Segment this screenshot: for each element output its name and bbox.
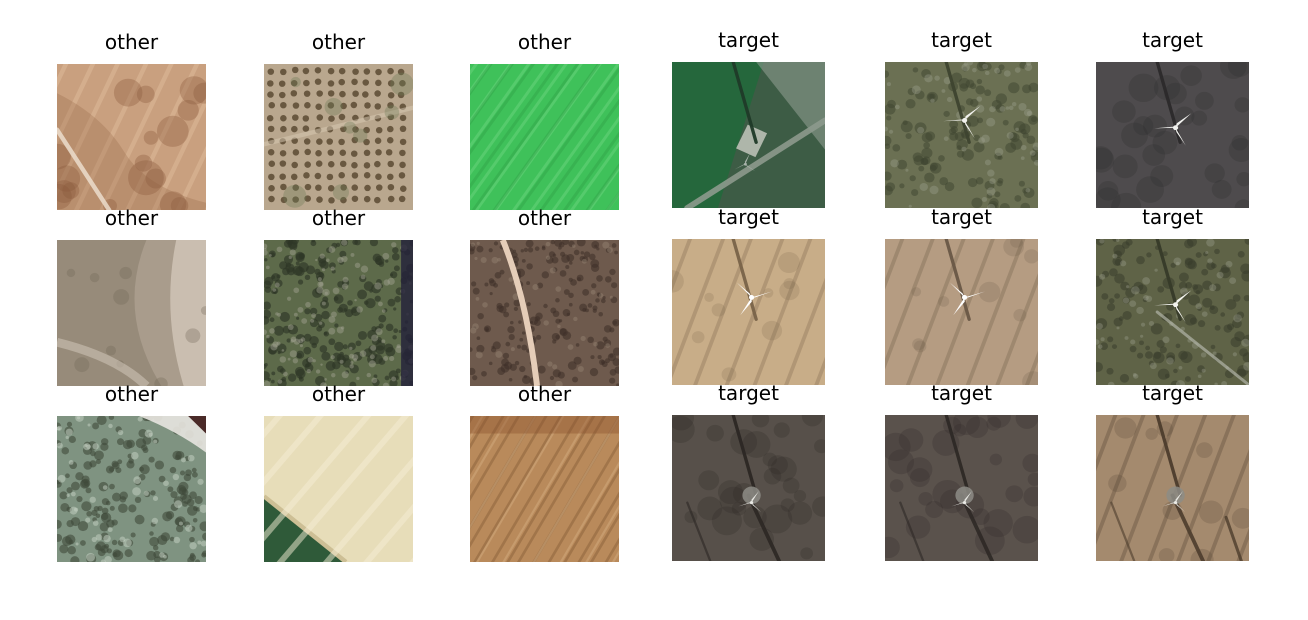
aerial-image [264, 64, 413, 210]
image-cell: target [885, 205, 1038, 385]
image-label: other [104, 30, 159, 54]
aerial-image-tile [57, 64, 206, 210]
image-label: other [311, 382, 366, 406]
aerial-image-tile [672, 239, 825, 385]
aerial-image [885, 239, 1038, 385]
aerial-image-tile [264, 240, 413, 386]
aerial-image-tile [885, 415, 1038, 561]
image-cell: other [57, 30, 206, 210]
image-cell: other [264, 382, 413, 562]
image-label: target [1142, 28, 1203, 52]
aerial-image [672, 239, 825, 385]
image-label: other [311, 30, 366, 54]
aerial-image-tile [1096, 415, 1249, 561]
image-cell: target [672, 381, 825, 561]
image-cell: other [264, 30, 413, 210]
image-cell: target [672, 28, 825, 208]
aerial-image [1096, 239, 1249, 385]
image-cell: other [470, 382, 619, 562]
aerial-image [57, 64, 206, 210]
aerial-image-tile [264, 64, 413, 210]
aerial-image-tile [885, 239, 1038, 385]
aerial-image [1096, 415, 1249, 561]
aerial-image [672, 415, 825, 561]
image-label: target [1142, 205, 1203, 229]
aerial-image [470, 240, 619, 386]
image-cell: target [672, 205, 825, 385]
image-cell: target [1096, 381, 1249, 561]
aerial-image [470, 64, 619, 210]
image-label: other [517, 206, 572, 230]
aerial-image-tile [470, 240, 619, 386]
aerial-image [1096, 62, 1249, 208]
aerial-image-tile [470, 64, 619, 210]
image-cell: target [885, 381, 1038, 561]
aerial-image [885, 415, 1038, 561]
aerial-image-tile [1096, 62, 1249, 208]
image-cell: other [470, 206, 619, 386]
image-label: other [104, 206, 159, 230]
aerial-image [470, 416, 619, 562]
aerial-image [57, 240, 206, 386]
aerial-image [672, 62, 825, 208]
image-label: target [718, 28, 779, 52]
aerial-image [264, 240, 413, 386]
image-cell: other [57, 206, 206, 386]
image-cell: target [1096, 28, 1249, 208]
image-label: target [931, 205, 992, 229]
image-cell: target [885, 28, 1038, 208]
image-cell: target [1096, 205, 1249, 385]
image-cell: other [57, 382, 206, 562]
aerial-image-tile [57, 416, 206, 562]
aerial-image [885, 62, 1038, 208]
image-label: other [517, 30, 572, 54]
image-label: target [1142, 381, 1203, 405]
aerial-image [57, 416, 206, 562]
aerial-image-tile [470, 416, 619, 562]
image-label: target [931, 28, 992, 52]
image-cell: other [470, 30, 619, 210]
image-label: target [718, 381, 779, 405]
image-cell: other [264, 206, 413, 386]
aerial-image-tile [672, 62, 825, 208]
aerial-image-tile [672, 415, 825, 561]
image-label: other [311, 206, 366, 230]
image-label: other [517, 382, 572, 406]
aerial-image-tile [1096, 239, 1249, 385]
aerial-image-tile [57, 240, 206, 386]
image-label: target [718, 205, 779, 229]
image-label: target [931, 381, 992, 405]
image-label: other [104, 382, 159, 406]
aerial-image [264, 416, 413, 562]
aerial-image-tile [885, 62, 1038, 208]
aerial-image-tile [264, 416, 413, 562]
